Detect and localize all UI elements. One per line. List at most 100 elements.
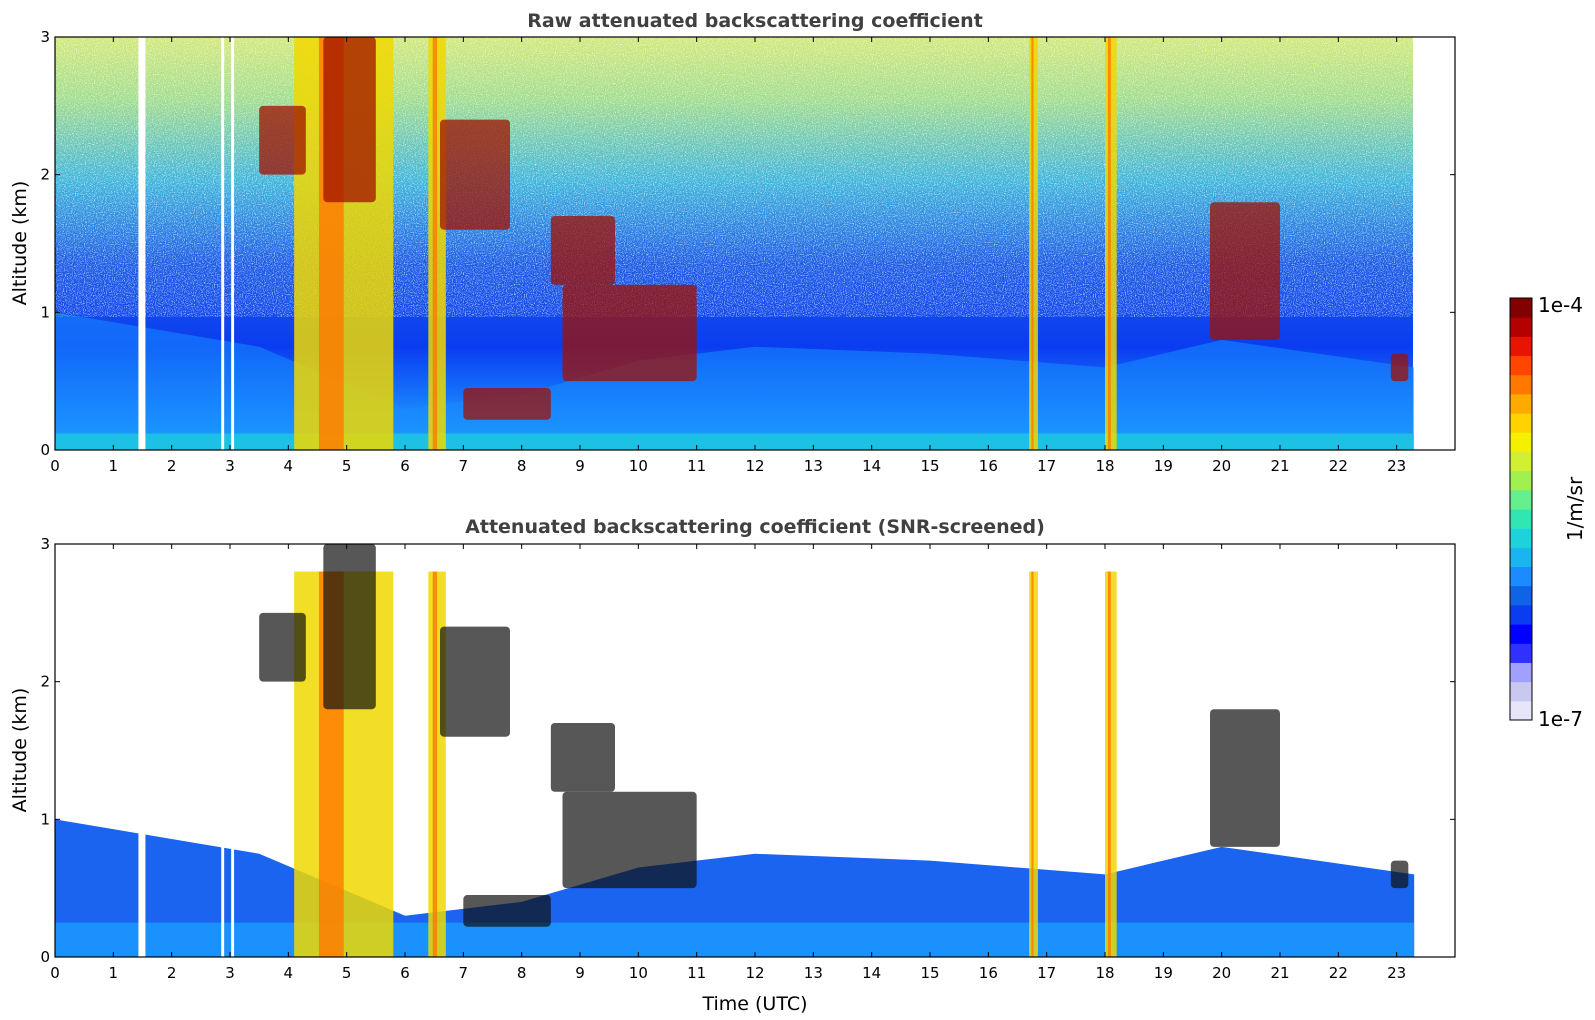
colorbar-unit-label: 1/m/sr [1563, 476, 1587, 541]
x-tick-label: 20 [1212, 457, 1231, 475]
x-tick-label: 21 [1270, 457, 1289, 475]
x-tick-label: 10 [629, 457, 648, 475]
colorbar-cell [1510, 604, 1532, 625]
x-tick-label: 13 [804, 457, 823, 475]
raw-cloud-layer [1390, 353, 1409, 382]
x-tick-label: 12 [745, 964, 764, 982]
x-tick-label: 16 [979, 457, 998, 475]
raw-precip-core [1031, 37, 1034, 450]
raw-cloud-layer [323, 37, 376, 203]
colorbar-cell [1510, 700, 1532, 721]
colorbar-cell [1510, 643, 1532, 663]
raw-precip-core [432, 37, 438, 450]
x-tick-label: 9 [575, 964, 585, 982]
y-tick-label: 1 [40, 810, 50, 828]
screened-missing-data [221, 544, 225, 957]
screened-cloud-layer [562, 791, 697, 889]
x-tick-label: 21 [1270, 964, 1289, 982]
colorbar-cell [1510, 470, 1532, 491]
x-tick-label: 7 [459, 457, 469, 475]
colorbar-cell [1510, 566, 1532, 587]
raw-cloud-layer [562, 284, 697, 382]
x-tick-label: 10 [629, 964, 648, 982]
panel-screened-heatmap [55, 544, 1415, 957]
raw-cloud-layer [550, 215, 615, 285]
x-tick-label: 9 [575, 457, 585, 475]
x-tick-label: 23 [1387, 457, 1406, 475]
colorbar-cell [1510, 374, 1532, 395]
raw-surface-layer [55, 433, 1415, 450]
colorbar-min-label: 1e-7 [1538, 707, 1583, 731]
raw-missing-data [221, 37, 225, 450]
x-tick-label: 2 [167, 457, 177, 475]
x-tick-label: 8 [517, 457, 527, 475]
panel-screened-ylabel: Altitude (km) [9, 688, 31, 813]
x-tick-label: 11 [687, 457, 706, 475]
panel-screened-xlabel: Time (UTC) [701, 993, 807, 1015]
raw-features [55, 37, 1455, 450]
x-tick-label: 8 [517, 964, 527, 982]
screened-missing-data [231, 544, 235, 957]
x-tick-label: 22 [1329, 457, 1348, 475]
panel-screened-axes: 0 1 2 3 4 5 6 7 8 9 10 11 12 13 14 15 16 17 18 19 20 21 22 2301… [40, 535, 1455, 982]
colorbar-cell [1510, 451, 1532, 472]
screened-surface-layer [55, 922, 1415, 957]
screened-cloud-layer [259, 612, 306, 682]
x-tick-label: 15 [920, 964, 939, 982]
colorbar-cell [1510, 432, 1532, 452]
screened-cloud-layer [440, 626, 510, 737]
x-tick-label: 18 [1095, 964, 1114, 982]
raw-cloud-layer [463, 388, 551, 420]
colorbar-cell [1510, 624, 1532, 644]
x-tick-label: 6 [400, 457, 410, 475]
raw-noise-speckle [55, 37, 1413, 317]
screened-precip-core [1107, 571, 1111, 957]
raw-cloud-layer [440, 119, 510, 230]
x-tick-label: 17 [1037, 964, 1056, 982]
panel-raw-axes: 0 1 2 3 4 5 6 7 8 9 10 11 12 13 14 15 16 17 18 19 20 21 22 2301… [40, 28, 1455, 475]
colorbar-frame [1509, 297, 1533, 721]
x-tick-label: 0 [50, 964, 60, 982]
x-tick-label: 22 [1329, 964, 1348, 982]
panel-raw-ylabel: Altitude (km) [9, 181, 31, 306]
colorbar-max-label: 1e-4 [1538, 293, 1583, 317]
panel-raw: Raw attenuated backscattering coefficien… [9, 10, 1456, 475]
colorbar-cell [1510, 298, 1532, 318]
colorbar-scale [1510, 298, 1532, 721]
screened-precip-core [432, 571, 438, 957]
x-tick-label: 15 [920, 457, 939, 475]
x-tick-label: 19 [1154, 964, 1173, 982]
panel-raw-heatmap [55, 37, 1455, 450]
screened-cloud-layer [550, 722, 615, 792]
x-tick-label: 23 [1387, 964, 1406, 982]
y-tick-label: 3 [40, 535, 50, 553]
screened-cloud-layer [323, 544, 376, 710]
raw-cloud-layer [259, 105, 306, 175]
x-tick-label: 12 [745, 457, 764, 475]
x-tick-label: 14 [862, 964, 881, 982]
colorbar-cell [1510, 662, 1532, 683]
y-tick-label: 0 [40, 441, 50, 459]
colorbar-cell [1510, 681, 1532, 702]
screened-features [55, 544, 1415, 957]
panel-screened-title: Attenuated backscattering coefficient (S… [465, 516, 1045, 538]
x-tick-label: 11 [687, 964, 706, 982]
colorbar-cell [1510, 355, 1532, 376]
x-tick-label: 0 [50, 457, 60, 475]
colorbar-cell [1510, 509, 1532, 529]
screened-missing-data [138, 544, 146, 957]
screened-precip-core [1031, 571, 1034, 957]
y-tick-label: 1 [40, 303, 50, 321]
x-tick-label: 14 [862, 457, 881, 475]
x-tick-label: 13 [804, 964, 823, 982]
x-tick-label: 18 [1095, 457, 1114, 475]
x-tick-label: 6 [400, 964, 410, 982]
raw-missing-data [138, 37, 146, 450]
x-tick-label: 17 [1037, 457, 1056, 475]
colorbar-cell [1510, 413, 1532, 433]
raw-no-data-region [1414, 37, 1455, 450]
y-tick-label: 2 [40, 166, 50, 184]
y-tick-label: 0 [40, 948, 50, 966]
x-tick-label: 1 [109, 964, 119, 982]
colorbar-cell [1510, 336, 1532, 357]
